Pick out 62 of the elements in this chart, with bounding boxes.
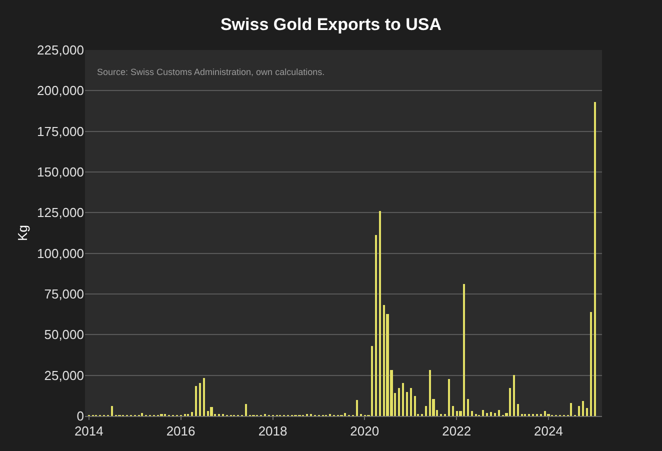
y-tick-label: 100,000	[37, 246, 84, 261]
bar	[383, 305, 385, 416]
bar	[191, 412, 193, 416]
bar	[344, 413, 346, 416]
bar	[582, 401, 584, 416]
bar	[452, 406, 454, 416]
bar	[429, 370, 431, 416]
bar	[141, 413, 143, 416]
y-tick-label: 0	[76, 408, 84, 424]
bar	[375, 235, 377, 416]
y-tick-label: 200,000	[37, 83, 84, 98]
x-tick-label: 2024	[534, 424, 563, 439]
bar	[371, 346, 373, 416]
bar	[456, 411, 458, 416]
bar	[195, 386, 197, 416]
bar	[482, 410, 484, 416]
bar	[463, 284, 465, 416]
bar	[111, 406, 113, 416]
bar	[414, 396, 416, 416]
annotation: Source: Swiss Customs Administration, own calculations.	[97, 67, 325, 77]
bar	[509, 388, 511, 416]
x-tick-label: 2018	[258, 424, 288, 439]
y-axis-title: Kg	[14, 225, 30, 241]
bar	[570, 403, 572, 416]
bar	[594, 102, 596, 416]
bar	[398, 388, 400, 416]
chart-title: Swiss Gold Exports to USA	[220, 14, 442, 34]
bar	[199, 383, 201, 416]
bar	[494, 413, 496, 416]
x-tick-label: 2016	[166, 424, 196, 439]
bar	[513, 375, 515, 416]
bar	[544, 411, 546, 416]
bar	[448, 379, 450, 416]
bar	[402, 383, 404, 416]
bar	[379, 211, 381, 416]
bar	[467, 399, 469, 416]
bar	[486, 413, 488, 416]
bar	[203, 378, 205, 416]
bar	[207, 411, 209, 416]
bar	[490, 412, 492, 416]
y-tick-label: 175,000	[37, 124, 84, 139]
y-tick-label: 225,000	[37, 42, 84, 58]
bar	[578, 406, 580, 416]
bar	[471, 411, 473, 416]
bar	[517, 404, 519, 416]
bar	[586, 408, 588, 416]
y-tick-label: 150,000	[37, 164, 84, 180]
bar	[210, 407, 213, 416]
y-tick-label: 25,000	[44, 368, 84, 383]
bar	[406, 392, 408, 416]
bar	[590, 312, 592, 416]
y-tick-label: 75,000	[44, 286, 84, 302]
bar	[498, 410, 500, 416]
x-tick-label: 2022	[442, 424, 472, 439]
x-tick-label: 2020	[350, 424, 380, 439]
bar	[425, 406, 427, 416]
bar	[410, 388, 412, 416]
x-tick-label: 2014	[74, 424, 104, 439]
y-tick-label: 125,000	[37, 205, 84, 220]
bar	[356, 400, 358, 416]
y-tick-label: 50,000	[44, 327, 84, 342]
bar	[245, 404, 247, 416]
